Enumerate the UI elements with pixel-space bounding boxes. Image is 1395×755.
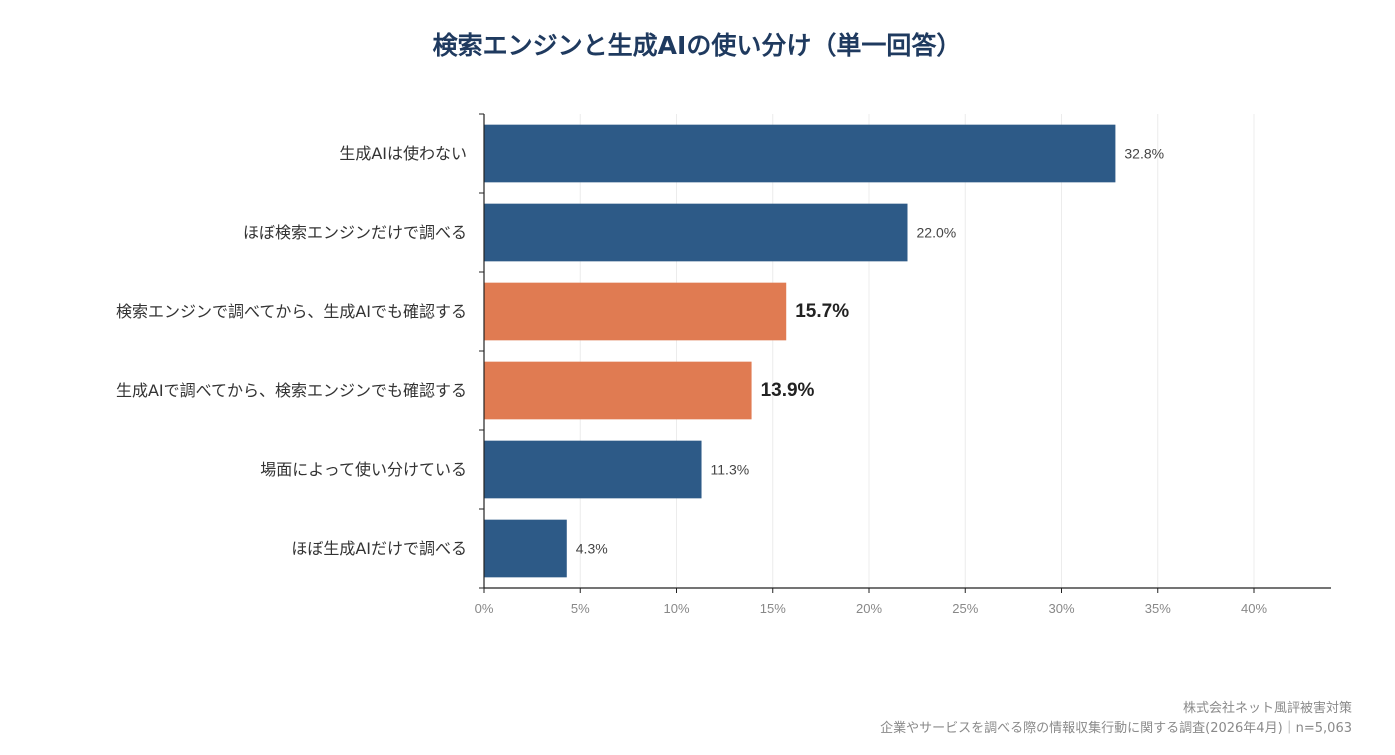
x-tick-label: 30% — [1048, 601, 1074, 616]
axes — [479, 113, 1331, 593]
x-tick-label: 20% — [856, 601, 882, 616]
footer-source: 企業やサービスを調べる際の情報収集行動に関する調査(2026年4月)｜n=5,0… — [880, 720, 1352, 736]
category-label: 検索エンジンで調べてから、生成AIでも確認する — [116, 302, 467, 321]
value-label: 11.3% — [711, 462, 750, 478]
bar — [484, 203, 908, 262]
category-label: 生成AIで調べてから、検索エンジンでも確認する — [116, 381, 467, 400]
value-label: 13.9% — [761, 380, 815, 401]
bar — [484, 282, 787, 341]
chart-title: 検索エンジンと生成AIの使い分け（単一回答） — [433, 31, 962, 60]
category-label: 場面によって使い分けている — [260, 460, 467, 479]
value-label: 32.8% — [1124, 146, 1164, 162]
category-label: 生成AIは使わない — [339, 144, 467, 163]
x-tick-label: 15% — [760, 601, 786, 616]
value-label: 22.0% — [917, 225, 957, 241]
x-tick-label: 25% — [952, 601, 978, 616]
x-tick-label: 40% — [1241, 601, 1267, 616]
footer-publisher: 株式会社ネット風評被害対策 — [1183, 700, 1352, 716]
x-tick-label: 5% — [571, 601, 590, 616]
category-label: ほぼ生成AIだけで調べる — [291, 539, 467, 558]
bars — [484, 124, 1116, 578]
x-tick-label: 35% — [1145, 601, 1171, 616]
x-tick-label: 0% — [475, 601, 494, 616]
bar — [484, 519, 567, 578]
value-label: 4.3% — [576, 541, 608, 557]
labels: 0% 5% 10% 15% 20% 25% 30% 35% 40% 生成AIは使わない 32.8% ほ… — [116, 144, 1267, 616]
value-label: 15.7% — [795, 301, 849, 322]
x-tick-label: 10% — [663, 601, 689, 616]
bar — [484, 124, 1116, 183]
bar — [484, 361, 752, 420]
category-label: ほぼ検索エンジンだけで調べる — [243, 223, 467, 242]
gridlines — [579, 114, 1255, 588]
bar — [484, 440, 702, 499]
